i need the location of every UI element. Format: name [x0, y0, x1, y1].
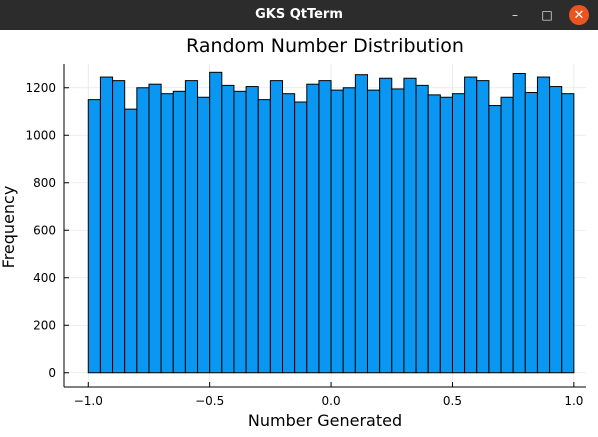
histogram-bar [451, 93, 466, 374]
histogram-bar [476, 80, 490, 374]
x-tick-label: −1.0 [74, 394, 103, 408]
histogram-bar [439, 96, 453, 374]
histogram-bar [148, 83, 162, 374]
window-titlebar[interactable]: GKS QtTerm – □ ✕ [0, 0, 598, 30]
ticks-layer: −1.0 −0.5 0.0 0.5 1.0 0 200 400 600 800 1000 1200 [25, 81, 583, 408]
x-tick-label: −0.5 [195, 394, 224, 408]
maximize-icon[interactable]: □ [541, 8, 553, 22]
bars-layer [87, 71, 575, 374]
histogram-bar [209, 71, 223, 374]
minimize-icon[interactable]: – [512, 8, 518, 22]
histogram-bar [221, 84, 235, 374]
histogram-bar [282, 93, 296, 374]
y-tick-label: 0 [48, 366, 56, 380]
axes-layer [63, 64, 586, 388]
histogram-bar [464, 76, 478, 374]
y-tick-label: 600 [33, 223, 56, 237]
histogram-bar [160, 93, 174, 374]
histogram-bar [99, 76, 114, 374]
histogram-bar [415, 84, 429, 374]
histogram-bar [379, 77, 393, 374]
x-tick-label: 0.0 [322, 394, 341, 408]
window-title: GKS QtTerm [255, 7, 343, 22]
histogram-bar [561, 93, 575, 374]
histogram-bar [366, 89, 381, 374]
y-tick-label: 800 [33, 176, 56, 190]
close-icon[interactable]: ✕ [569, 5, 589, 25]
histogram-bar [403, 77, 417, 374]
histogram-bar [330, 89, 344, 374]
y-tick-label: 1200 [25, 81, 56, 95]
histogram-bar [112, 80, 126, 374]
histogram-bar [257, 99, 271, 374]
histogram-bar [136, 87, 150, 374]
histogram-bar [354, 74, 368, 374]
histogram-bar [306, 83, 320, 374]
histogram-bar [536, 76, 551, 374]
histogram-bar [524, 92, 538, 374]
x-tick-label: 1.0 [564, 394, 583, 408]
histogram-bar [172, 90, 186, 374]
histogram-bar [184, 80, 199, 374]
x-tick-label: 0.5 [443, 394, 462, 408]
histogram-bar [245, 86, 259, 374]
histogram-bar [342, 87, 356, 374]
histogram-bar [318, 80, 332, 374]
histogram-bar [87, 99, 101, 374]
histogram-bar [427, 94, 441, 374]
histogram-bar [549, 86, 563, 374]
y-axis-label: Frequency [0, 186, 18, 269]
histogram-bar [124, 108, 138, 374]
histogram-chart: Random Number Distribution −1.0 −0.5 0.0 0.… [0, 35, 586, 430]
x-axis-label: Number Generated [248, 411, 402, 430]
y-tick-label: 1000 [25, 128, 56, 142]
histogram-bar [500, 96, 514, 374]
histogram-bar [294, 101, 308, 374]
chart-title: Random Number Distribution [186, 35, 464, 57]
histogram-bar [233, 90, 247, 374]
histogram-bar [269, 80, 284, 374]
histogram-bar [488, 105, 502, 374]
histogram-bar [197, 96, 211, 374]
histogram-bar [391, 88, 405, 374]
plot-area: Random Number Distribution −1.0 −0.5 0.0 0.… [0, 30, 598, 433]
y-tick-label: 400 [33, 271, 56, 285]
histogram-bar [512, 73, 526, 374]
y-tick-label: 200 [33, 318, 56, 332]
